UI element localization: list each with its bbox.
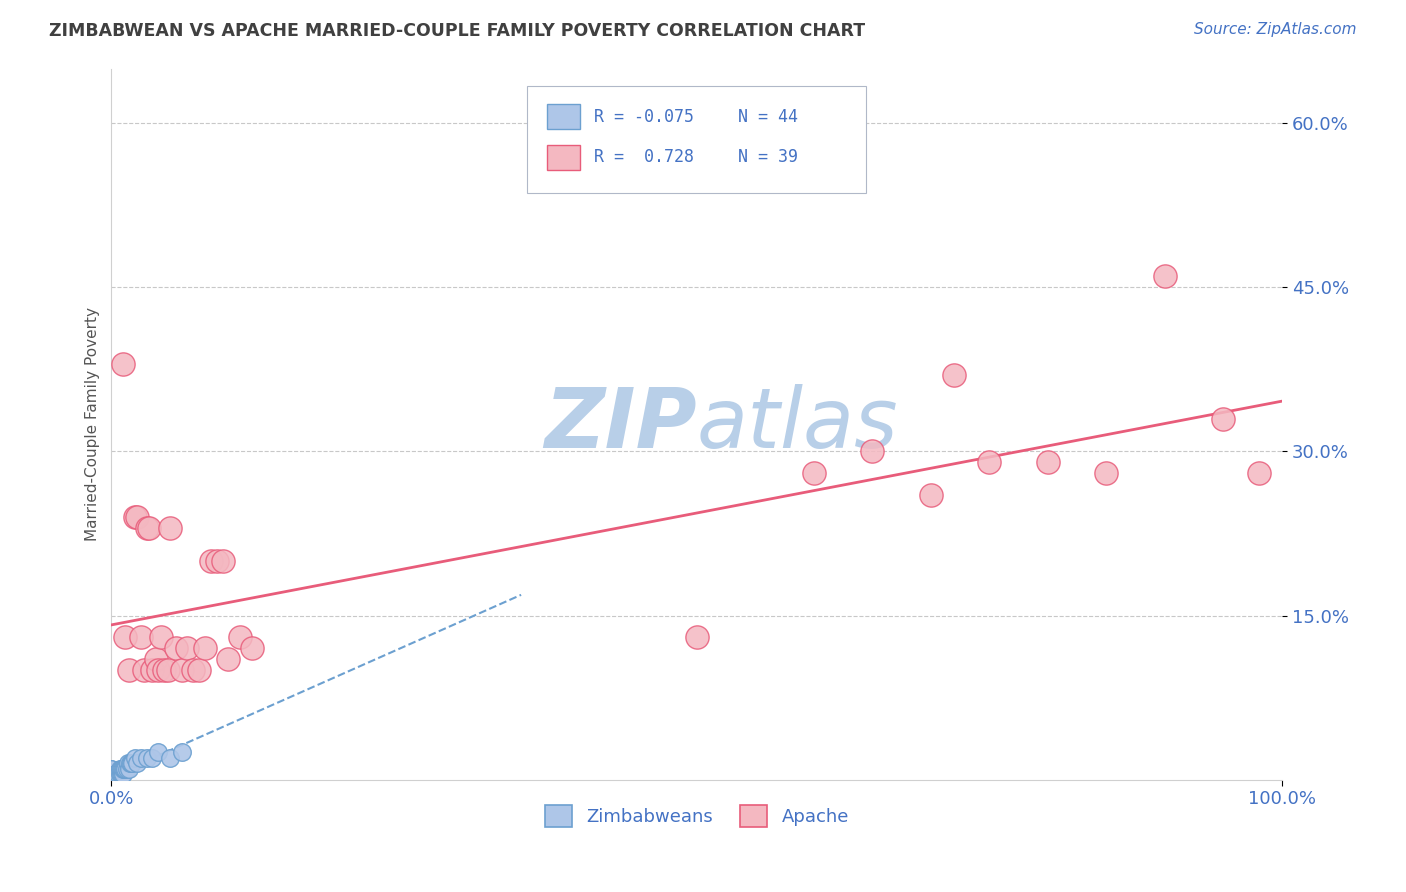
Point (124, 750, 146, 764)
Text: N = 39: N = 39 (738, 148, 797, 167)
Point (1212, 411, 1234, 425)
Point (170, 745, 193, 759)
Point (103, 772, 125, 787)
Point (104, 772, 127, 787)
Point (148, 745, 170, 759)
Point (803, 467, 825, 481)
Point (100, 767, 122, 781)
FancyBboxPatch shape (547, 145, 579, 169)
Point (205, 554, 228, 568)
Point (104, 767, 127, 781)
Point (217, 652, 239, 666)
FancyBboxPatch shape (547, 104, 579, 129)
Point (110, 762, 132, 776)
Text: ZIMBABWEAN VS APACHE MARRIED-COUPLE FAMILY POVERTY CORRELATION CHART: ZIMBABWEAN VS APACHE MARRIED-COUPLE FAMI… (49, 22, 865, 40)
Point (145, 652, 167, 666)
Point (156, 663, 179, 677)
Text: ZIP: ZIP (544, 384, 697, 465)
Point (115, 762, 138, 776)
Point (860, 444, 883, 458)
Point (107, 772, 129, 787)
Point (148, 663, 170, 677)
Point (112, 357, 135, 371)
Point (153, 663, 176, 677)
Point (134, 663, 156, 677)
Y-axis label: Married-Couple Family Poverty: Married-Couple Family Poverty (86, 307, 100, 541)
Point (920, 488, 942, 502)
Point (111, 767, 134, 781)
Point (170, 663, 193, 677)
Point (114, 762, 136, 776)
Point (110, 767, 132, 781)
Point (100, 767, 122, 781)
Point (112, 767, 135, 781)
Point (176, 641, 198, 656)
Point (129, 631, 152, 645)
Text: atlas: atlas (697, 384, 898, 465)
Point (112, 762, 135, 776)
Point (1095, 467, 1118, 481)
Point (100, 772, 122, 787)
Point (105, 772, 128, 787)
Point (114, 631, 136, 645)
Point (211, 554, 233, 568)
Point (100, 772, 122, 787)
Point (103, 772, 125, 787)
Point (108, 767, 131, 781)
Point (141, 750, 163, 764)
Point (943, 368, 966, 382)
FancyBboxPatch shape (527, 87, 866, 193)
Point (100, 772, 122, 787)
Point (135, 521, 157, 535)
Point (120, 756, 142, 771)
Point (138, 521, 160, 535)
Point (159, 750, 181, 764)
Point (100, 772, 122, 787)
Point (121, 756, 143, 771)
Point (229, 631, 252, 645)
Point (105, 767, 128, 781)
Point (979, 455, 1001, 469)
Point (108, 762, 131, 776)
Point (127, 510, 149, 524)
Point (120, 756, 142, 771)
Point (240, 641, 263, 656)
Text: R = -0.075: R = -0.075 (593, 108, 693, 126)
Point (200, 554, 222, 568)
Point (159, 521, 181, 535)
Point (100, 772, 122, 787)
Point (129, 750, 152, 764)
Point (183, 663, 205, 677)
Point (107, 767, 129, 781)
Point (105, 772, 128, 787)
Point (124, 510, 146, 524)
Point (686, 631, 709, 645)
Point (165, 641, 187, 656)
Point (1036, 455, 1059, 469)
Legend: Zimbabweans, Apache: Zimbabweans, Apache (537, 798, 856, 835)
Point (112, 762, 135, 776)
Text: Source: ZipAtlas.com: Source: ZipAtlas.com (1194, 22, 1357, 37)
Point (100, 762, 122, 776)
Point (100, 762, 122, 776)
Point (194, 641, 217, 656)
Point (100, 772, 122, 787)
Point (1247, 467, 1270, 481)
Text: R =  0.728: R = 0.728 (593, 148, 693, 167)
Point (118, 663, 141, 677)
Point (118, 762, 141, 776)
Point (1154, 269, 1177, 284)
Point (111, 762, 134, 776)
Point (141, 663, 163, 677)
Point (149, 631, 172, 645)
Point (127, 756, 149, 771)
Point (104, 767, 127, 781)
Point (188, 663, 211, 677)
Point (117, 756, 139, 771)
Text: N = 44: N = 44 (738, 108, 797, 126)
Point (135, 750, 157, 764)
